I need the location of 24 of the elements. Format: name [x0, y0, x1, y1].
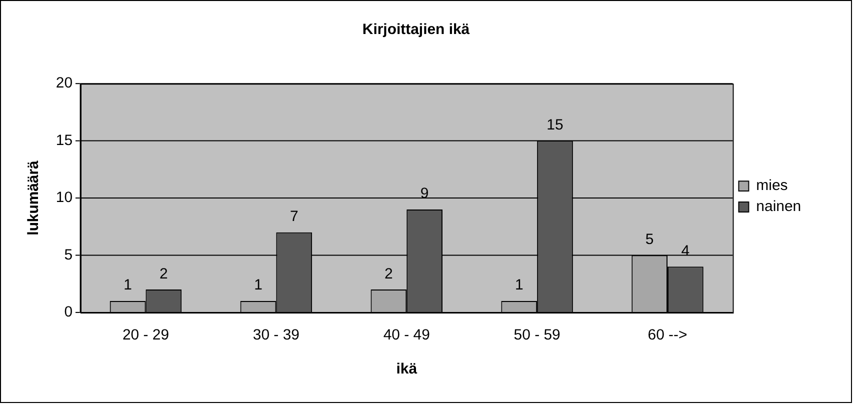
x-tick-label: 20 - 29	[122, 326, 170, 344]
y-tick-label: 15	[56, 132, 73, 149]
x-tick-label: 50 - 59	[514, 326, 560, 344]
data-label: 1	[514, 276, 524, 294]
data-label: 15	[546, 116, 564, 134]
data-label: 5	[645, 230, 654, 248]
data-label: 7	[290, 208, 298, 226]
x-tick-label: 30 - 39	[252, 326, 300, 344]
y-tick-label: 10	[56, 189, 73, 206]
y-axis-title: lukumäärä	[25, 160, 42, 236]
x-tick-label: 40 - 49	[383, 326, 430, 344]
legend-label: nainen	[756, 198, 802, 216]
y-tick-label: 20	[56, 74, 73, 92]
data-label: 2	[159, 265, 168, 282]
legend-label: mies	[756, 177, 788, 194]
x-tick-label: 60 -->	[648, 326, 688, 344]
chart-title: Kirjoittajien ikä	[362, 20, 470, 38]
x-axis-title: ikä	[396, 360, 418, 378]
y-tick-label: 0	[64, 304, 73, 321]
y-tick-label: 5	[64, 246, 73, 264]
data-label: 4	[681, 242, 690, 260]
data-label: 1	[254, 276, 262, 294]
data-label: 1	[124, 276, 132, 294]
data-label: 2	[384, 265, 393, 282]
